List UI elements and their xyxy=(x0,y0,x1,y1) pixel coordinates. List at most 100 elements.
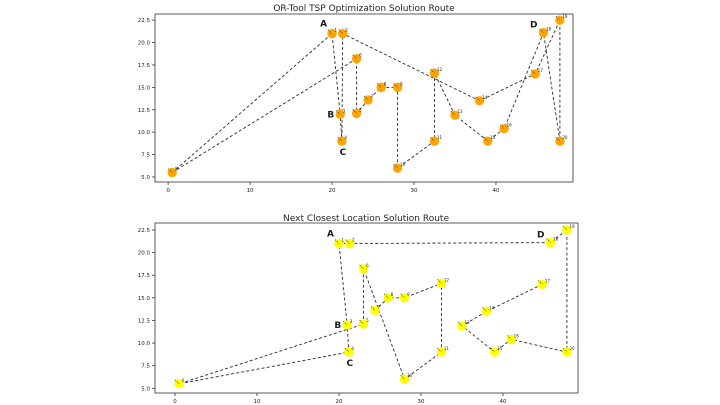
node-arrow-speck xyxy=(376,83,382,88)
node-id-label: 10 xyxy=(407,373,413,378)
node-marker xyxy=(335,109,345,119)
node-id-label: 3 xyxy=(350,319,353,324)
x-tick-label: 30 xyxy=(410,188,417,194)
node-arrow-speck xyxy=(342,320,348,326)
node-id-label: 7 xyxy=(371,94,374,99)
node-arrow-speck xyxy=(546,238,551,243)
node-arrow-speck xyxy=(393,83,398,88)
node-id-label: 14 xyxy=(489,305,495,310)
node-arrow-speck xyxy=(437,279,442,284)
x-tick-label: 0 xyxy=(173,399,177,405)
x-tick-label: 20 xyxy=(329,188,336,194)
node-arrow-speck xyxy=(400,293,405,299)
x-tick-label: 30 xyxy=(417,399,424,405)
node-id-label: 2 xyxy=(345,28,348,33)
annotation-label-c: C xyxy=(347,359,354,369)
node-id-label: 17 xyxy=(545,278,551,283)
node-id-label: 15 xyxy=(497,346,503,351)
node-id-label: 6 xyxy=(366,263,369,268)
node-id-label: 16 xyxy=(514,333,520,338)
y-tick-label: 20.0 xyxy=(138,41,151,47)
y-tick-label: 15.0 xyxy=(138,296,151,302)
y-tick-label: 7.5 xyxy=(141,364,150,370)
y-tick-label: 17.5 xyxy=(138,63,151,69)
y-tick-label: 22.5 xyxy=(138,228,151,234)
node-id-label: 19 xyxy=(569,224,575,229)
node-id-label: 20 xyxy=(562,135,568,140)
node-arrow-speck xyxy=(370,306,376,311)
node-id-label: 12 xyxy=(444,277,450,282)
node-id-label: 16 xyxy=(507,123,513,128)
node-arrow-speck xyxy=(167,168,173,173)
route-path xyxy=(171,20,561,173)
annotation-label-b: B xyxy=(334,321,341,331)
node-arrow-speck xyxy=(344,347,350,353)
bottom-chart-next-closest: 0 10 20 30 40 5.0 7.5 10.0 12.5 15.0 17.5 20.0 22.5 0… xyxy=(138,222,579,405)
top-chart-or-tools-tsp: 0 10 20 30 40 5.0 7.5 10.0 12.5 15.0 17.5 20.0 22.5 0… xyxy=(138,13,574,194)
node-id-label: 1 xyxy=(341,238,344,243)
x-tick-label: 40 xyxy=(499,399,506,405)
node-arrow-speck xyxy=(335,110,341,115)
node-arrow-speck xyxy=(359,264,364,270)
node-id-label: 10 xyxy=(400,162,406,167)
node-id-label: 13 xyxy=(464,320,470,325)
bottom-chart-title: Next Closest Location Solution Route xyxy=(283,214,449,224)
node-arrow-speck xyxy=(538,280,543,285)
node-arrow-speck xyxy=(562,347,568,353)
node-arrow-speck xyxy=(499,124,505,129)
node-id-label: 14 xyxy=(482,95,488,100)
top-chart-title: OR-Tool TSP Optimization Solution Route xyxy=(273,4,455,14)
node-arrow-speck xyxy=(352,109,357,114)
node-arrow-speck xyxy=(490,347,496,353)
x-tick-label: 20 xyxy=(335,399,342,405)
y-tick-label: 5.0 xyxy=(141,386,150,392)
node-arrow-speck xyxy=(457,321,463,327)
node-id-label: 20 xyxy=(569,346,575,351)
y-tick-label: 22.5 xyxy=(138,18,151,24)
node-arrow-speck xyxy=(506,335,512,340)
axes-frame xyxy=(154,222,579,394)
y-tick-label: 10.0 xyxy=(138,341,151,347)
annotation-label-d: D xyxy=(537,231,544,241)
node-id-label: 1 xyxy=(335,28,338,33)
annotation-label-a: A xyxy=(327,230,334,240)
node-arrow-speck xyxy=(437,347,442,353)
node-arrow-speck xyxy=(338,29,343,34)
node-id-label: 17 xyxy=(538,68,544,73)
node-id-label: 0 xyxy=(175,167,178,172)
node-arrow-speck xyxy=(539,28,544,33)
y-tick-label: 5.0 xyxy=(141,175,150,181)
node-id-label: 11 xyxy=(444,346,450,351)
node-arrow-speck xyxy=(383,293,389,299)
node-arrow-speck xyxy=(555,136,561,142)
node-id-label: 18 xyxy=(546,27,552,32)
node-id-label: 4 xyxy=(344,135,347,140)
node-id-label: 2 xyxy=(352,238,355,243)
node-arrow-speck xyxy=(393,163,398,169)
annotation-label-b: B xyxy=(327,110,334,120)
node-arrow-speck xyxy=(174,379,180,385)
annotation-label-a: A xyxy=(320,20,327,30)
node-arrow-speck xyxy=(327,29,333,34)
y-tick-label: 17.5 xyxy=(138,273,151,279)
annotation-label-d: D xyxy=(530,21,537,31)
node-id-label: 5 xyxy=(366,318,369,323)
node-id-label: 4 xyxy=(351,346,354,351)
x-tick-label: 10 xyxy=(253,399,260,405)
node-arrow-speck xyxy=(482,307,487,312)
node-arrow-speck xyxy=(483,136,489,142)
node-arrow-speck xyxy=(475,96,480,102)
node-arrow-speck xyxy=(531,69,536,75)
node-id-label: 9 xyxy=(400,81,403,86)
node-id-label: 8 xyxy=(384,81,387,86)
node-arrow-speck xyxy=(334,239,340,244)
x-tick-label: 10 xyxy=(247,188,254,194)
node-arrow-speck xyxy=(430,136,435,142)
node-arrow-speck xyxy=(562,225,568,231)
node-arrow-speck xyxy=(450,110,456,116)
node-id-label: 5 xyxy=(359,107,362,112)
y-tick-label: 7.5 xyxy=(141,153,150,159)
node-arrow-speck xyxy=(400,375,405,380)
